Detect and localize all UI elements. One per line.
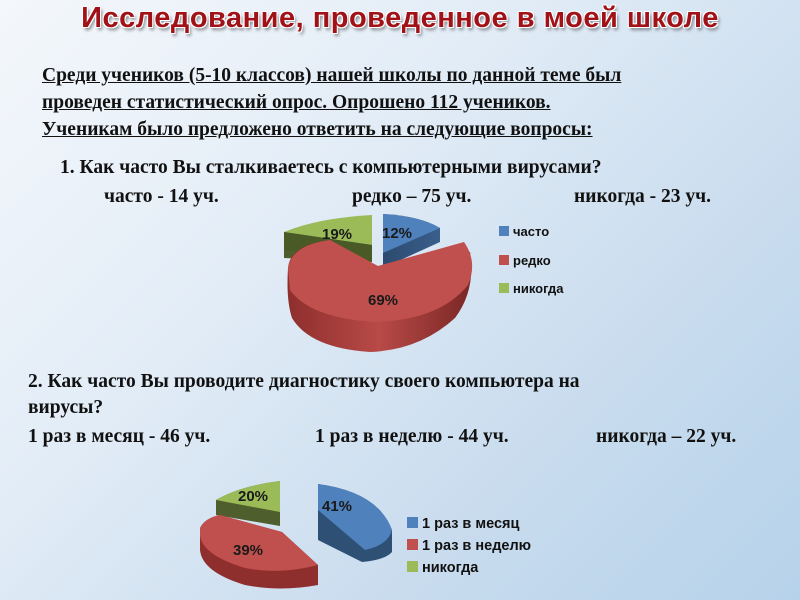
intro-line-2: проведен статистический опрос. Опрошено … [42,92,551,113]
slice-never-2 [216,481,280,526]
slice-weekly [200,515,318,589]
legend-swatch-rarely [499,255,509,265]
q2-answer-never: никогда – 22 уч. [596,426,737,447]
label-never: 19% [322,226,352,243]
label-often: 12% [382,225,412,242]
legend-never-2: никогда [422,560,479,576]
question-2-line-2: вирусы? [28,397,104,418]
label-monthly: 41% [322,498,352,515]
legend-swatch-often [499,226,509,236]
q2-answer-monthly: 1 раз в месяц - 46 уч. [28,426,211,447]
legend-monthly: 1 раз в месяц [422,516,519,532]
legend-swatch-never [499,283,509,293]
legend-2: 1 раз в месяц 1 раз в неделю никогда [407,516,531,576]
question-1: 1. Как часто Вы сталкиваетесь с компьюте… [60,157,602,178]
label-weekly: 39% [233,542,263,559]
legend-weekly: 1 раз в неделю [422,538,531,554]
slice-often [383,214,440,268]
label-rarely: 69% [368,292,398,309]
intro-text: Среди учеников (5-10 классов) нашей школ… [42,62,782,143]
slice-monthly [318,484,392,562]
q1-answer-never: никогда - 23 уч. [574,186,711,207]
slice-rarely [287,240,473,352]
question-2-line-1: 2. Как часто Вы проводите диагностику св… [28,371,580,392]
q1-answer-rarely: редко – 75 уч. [352,186,472,207]
q2-answer-weekly: 1 раз в неделю - 44 уч. [315,426,509,447]
legend-1: часто редко никогда [499,224,564,296]
legend-never: никогда [513,281,564,296]
pie-chart-2: 20% 41% 39% [200,481,392,589]
legend-swatch-weekly [407,539,418,550]
intro-line-1: Среди учеников (5-10 классов) нашей школ… [42,65,622,86]
legend-swatch-never-2 [407,561,418,572]
question-2: 2. Как часто Вы проводите диагностику св… [28,369,788,421]
legend-rarely: редко [513,253,551,268]
q1-answer-often: часто - 14 уч. [104,186,219,207]
label-never-2: 20% [238,488,268,505]
slide-title: Исследование, проведенное в моей школе [81,2,719,34]
intro-line-3: Ученикам было предложено ответить на сле… [42,119,593,140]
legend-swatch-monthly [407,517,418,528]
legend-often: часто [513,224,549,239]
